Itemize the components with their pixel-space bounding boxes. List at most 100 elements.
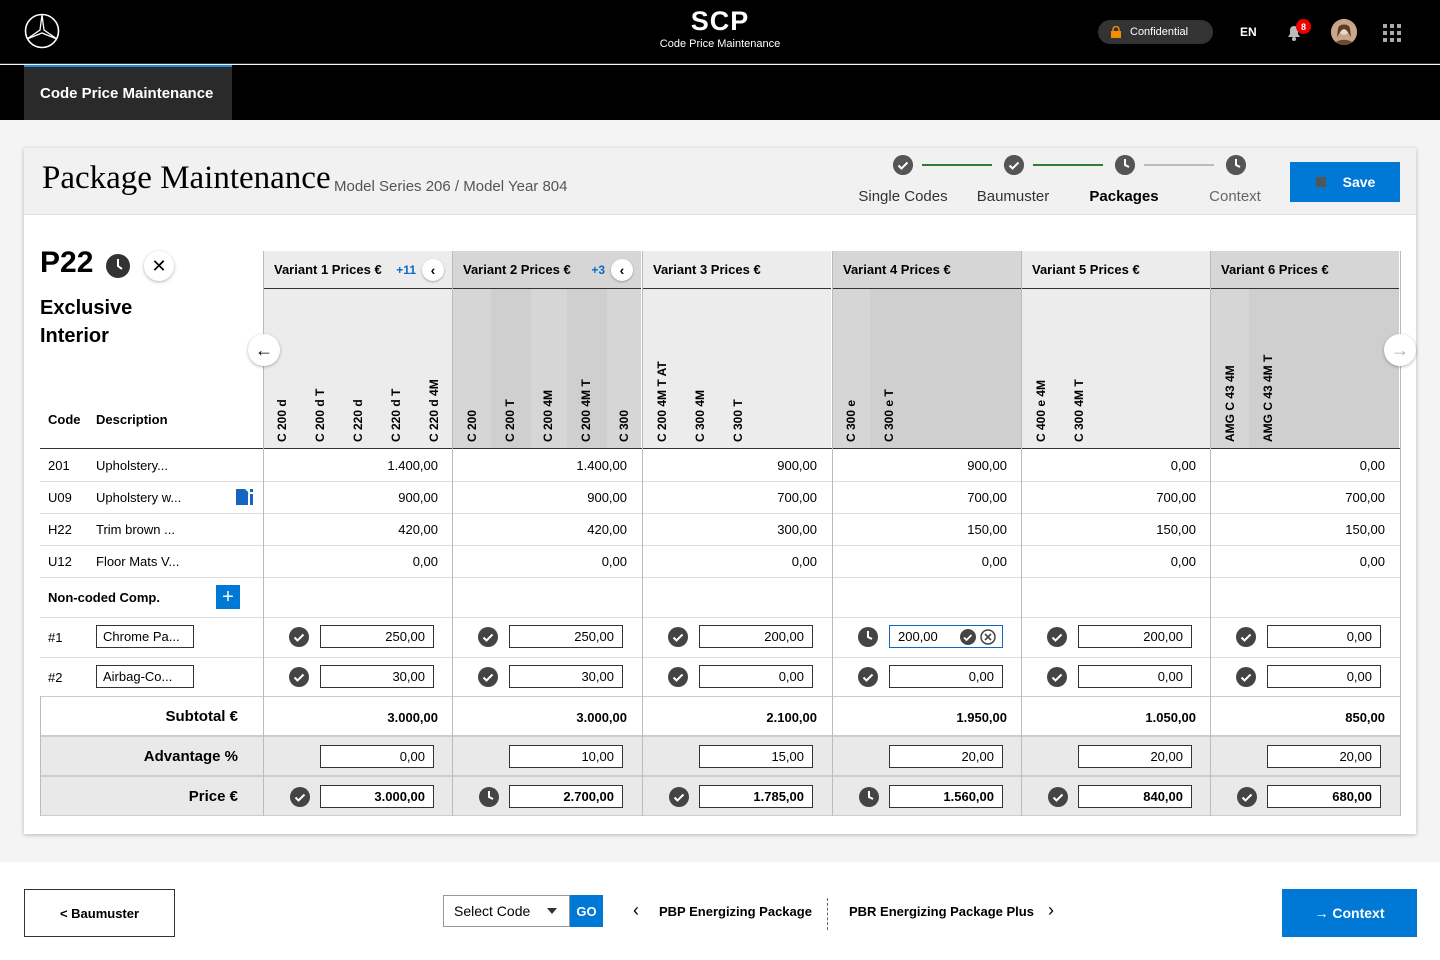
- tab-code-price-maintenance[interactable]: Code Price Maintenance: [24, 65, 232, 120]
- chevron-right-icon[interactable]: ›: [1048, 900, 1054, 920]
- row-price[interactable]: 0,00: [981, 554, 1007, 569]
- noncoded-price-input[interactable]: 0,00: [1267, 625, 1381, 648]
- noncoded-price-input[interactable]: 0,00: [1078, 665, 1192, 688]
- step-baumuster[interactable]: Baumuster: [976, 188, 1050, 205]
- row-price[interactable]: 0,00: [601, 554, 627, 569]
- subtotal-label: Subtotal €: [165, 708, 238, 725]
- row-price[interactable]: 420,00: [398, 522, 438, 537]
- prev-package-link[interactable]: PBP Energizing Package: [659, 904, 812, 919]
- row-price[interactable]: 700,00: [1156, 490, 1196, 505]
- row-price[interactable]: 150,00: [1345, 522, 1385, 537]
- row-price[interactable]: 1.400,00: [387, 458, 438, 473]
- noncoded-price-input[interactable]: 0,00: [1267, 665, 1381, 688]
- model-label: C 200 T: [503, 399, 517, 442]
- row-price[interactable]: 700,00: [967, 490, 1007, 505]
- row-price[interactable]: 420,00: [587, 522, 627, 537]
- select-code-dropdown[interactable]: Select Code: [443, 895, 570, 927]
- check-icon: [1047, 627, 1067, 647]
- advantage-input[interactable]: 0,00: [320, 745, 434, 768]
- back-baumuster-button[interactable]: < Baumuster: [24, 889, 175, 937]
- variant-2-more[interactable]: +3: [591, 262, 605, 277]
- advantage-input[interactable]: 20,00: [1078, 745, 1192, 768]
- noncoded-price-input[interactable]: 30,00: [509, 665, 623, 688]
- variant-1-more[interactable]: +11: [396, 262, 416, 277]
- price-input[interactable]: 2.700,00: [509, 785, 623, 808]
- price-input[interactable]: 1.560,00: [889, 785, 1003, 808]
- noncoded-code: #2: [48, 670, 63, 685]
- row-price[interactable]: 0,00: [1170, 554, 1196, 569]
- advantage-input[interactable]: 10,00: [509, 745, 623, 768]
- app-grid-icon[interactable]: [1383, 24, 1401, 42]
- step-context[interactable]: Context: [1209, 188, 1261, 205]
- avatar[interactable]: [1331, 19, 1357, 45]
- step-packages[interactable]: Packages: [1089, 188, 1159, 205]
- advantage-input[interactable]: 20,00: [889, 745, 1003, 768]
- noncoded-price-input[interactable]: 0,00: [889, 665, 1003, 688]
- check-icon: [478, 627, 498, 647]
- row-price[interactable]: 0,00: [791, 554, 817, 569]
- noncoded-price-input[interactable]: 250,00: [509, 625, 623, 648]
- noncoded-price-input[interactable]: 30,00: [320, 665, 434, 688]
- row-price[interactable]: 300,00: [777, 522, 817, 537]
- code-header: Code: [48, 412, 81, 427]
- price-input[interactable]: 1.785,00: [699, 785, 813, 808]
- check-icon: [1047, 667, 1067, 687]
- noncoded-desc-input[interactable]: Chrome Pa...: [96, 625, 194, 648]
- add-component-button[interactable]: +: [216, 585, 240, 609]
- variant-1-header: Variant 1 Prices € +11 ‹: [263, 251, 452, 289]
- top-bar: SCP Code Price Maintenance Confidential …: [0, 0, 1440, 64]
- noncoded-price-input[interactable]: 200,00: [699, 625, 813, 648]
- price-input[interactable]: 680,00: [1267, 785, 1381, 808]
- price-input[interactable]: 840,00: [1078, 785, 1192, 808]
- row-price[interactable]: 900,00: [398, 490, 438, 505]
- advantage-input[interactable]: 15,00: [699, 745, 813, 768]
- row-price[interactable]: 0,00: [1359, 458, 1385, 473]
- mercedes-star-logo[interactable]: [24, 13, 60, 49]
- advantage-input[interactable]: 20,00: [1267, 745, 1381, 768]
- noncoded-label: Non-coded Comp.: [48, 590, 160, 605]
- row-price[interactable]: 900,00: [587, 490, 627, 505]
- cancel-icon[interactable]: [980, 629, 996, 645]
- variant-3-header: Variant 3 Prices €: [642, 251, 831, 289]
- confirm-icon[interactable]: [960, 629, 976, 645]
- noncoded-price-input[interactable]: 250,00: [320, 625, 434, 648]
- noncoded-price-input[interactable]: 200,00: [889, 625, 1003, 648]
- row-price[interactable]: 0,00: [1359, 554, 1385, 569]
- model-label: C 200 d: [275, 399, 289, 442]
- check-icon: [1236, 667, 1256, 687]
- step-single-codes[interactable]: Single Codes: [858, 188, 948, 205]
- row-price[interactable]: 900,00: [967, 458, 1007, 473]
- chevron-left-icon[interactable]: ‹: [611, 258, 633, 281]
- page-title: Package Maintenance: [42, 160, 331, 196]
- save-button[interactable]: Save: [1290, 162, 1400, 202]
- next-package-link[interactable]: PBR Energizing Package Plus: [849, 904, 1034, 919]
- noncoded-price-input[interactable]: 200,00: [1078, 625, 1192, 648]
- noncoded-price-input[interactable]: 0,00: [699, 665, 813, 688]
- check-icon: [289, 627, 309, 647]
- close-button[interactable]: ✕: [144, 251, 174, 281]
- row-price[interactable]: 0,00: [1170, 458, 1196, 473]
- app-subtitle: Code Price Maintenance: [659, 38, 781, 50]
- chevron-left-icon[interactable]: ‹: [422, 258, 444, 281]
- price-input[interactable]: 3.000,00: [320, 785, 434, 808]
- row-price[interactable]: 700,00: [777, 490, 817, 505]
- context-button[interactable]: → Context: [1282, 889, 1417, 937]
- row-price[interactable]: 700,00: [1345, 490, 1385, 505]
- subtotal-value: 2.100,00: [766, 710, 817, 725]
- row-price[interactable]: 900,00: [777, 458, 817, 473]
- check-icon: [1237, 787, 1257, 807]
- scroll-left-button[interactable]: ←: [248, 334, 280, 366]
- scroll-right-button[interactable]: →: [1384, 334, 1416, 366]
- check-icon: [1048, 787, 1068, 807]
- noncoded-desc-input[interactable]: Airbag-Co...: [96, 665, 194, 688]
- go-button[interactable]: GO: [570, 895, 603, 927]
- arrow-left-icon: ←: [255, 339, 273, 360]
- row-price[interactable]: 1.400,00: [576, 458, 627, 473]
- language-switch[interactable]: EN: [1240, 25, 1257, 39]
- document-info-icon[interactable]: [235, 489, 255, 505]
- variant-5-model-band: [1021, 289, 1210, 448]
- row-price[interactable]: 0,00: [412, 554, 438, 569]
- row-price[interactable]: 150,00: [1156, 522, 1196, 537]
- row-price[interactable]: 150,00: [967, 522, 1007, 537]
- chevron-left-icon[interactable]: ‹: [633, 900, 639, 920]
